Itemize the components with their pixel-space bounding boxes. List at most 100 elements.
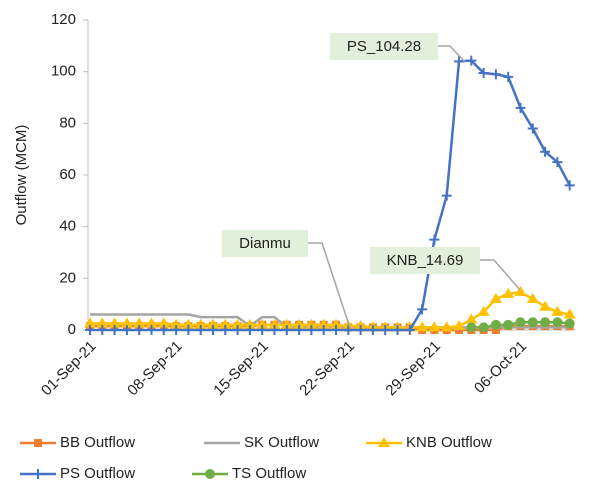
marker <box>182 318 195 329</box>
marker <box>84 317 96 328</box>
marker <box>428 321 441 332</box>
y-tick-label: 100 <box>51 63 76 80</box>
y-tick-label: 40 <box>59 218 76 235</box>
marker <box>564 318 575 329</box>
marker <box>465 313 478 324</box>
marker <box>34 439 42 447</box>
marker <box>208 325 218 335</box>
marker <box>220 325 231 335</box>
x-tick-label: 15-Sep-21 <box>210 338 272 400</box>
legend-label: BB Outflow <box>60 434 135 451</box>
marker <box>477 305 490 316</box>
annotation: KNB_14.69 <box>387 252 464 269</box>
marker <box>478 67 489 78</box>
marker <box>378 437 390 447</box>
marker <box>503 71 514 82</box>
marker <box>527 317 538 328</box>
marker <box>515 102 526 113</box>
marker <box>367 325 378 335</box>
marker <box>171 325 182 335</box>
marker <box>257 325 268 335</box>
marker <box>417 304 428 315</box>
marker <box>466 55 477 66</box>
y-tick-label: 60 <box>59 166 76 183</box>
x-tick-label: 08-Sep-21 <box>124 338 186 400</box>
marker <box>489 293 502 303</box>
marker <box>268 318 281 329</box>
marker <box>564 180 575 191</box>
legend-item: BB Outflow <box>20 434 135 451</box>
marker <box>440 321 453 332</box>
annotation-box <box>330 33 438 60</box>
legend-item: KNB Outflow <box>366 434 492 451</box>
marker <box>416 321 429 332</box>
marker <box>183 325 194 335</box>
marker <box>146 325 157 335</box>
marker <box>219 318 232 329</box>
marker <box>243 318 256 329</box>
annotation-leader <box>480 259 521 291</box>
marker <box>429 234 440 245</box>
marker <box>244 325 255 335</box>
marker <box>305 318 318 329</box>
marker <box>96 317 109 328</box>
marker <box>133 317 146 328</box>
marker <box>453 320 465 331</box>
marker <box>158 325 169 335</box>
legend-item: SK Outflow <box>204 434 319 451</box>
marker <box>121 325 132 335</box>
marker <box>540 317 551 328</box>
annotation-box <box>370 247 480 274</box>
marker <box>205 469 215 479</box>
marker <box>551 305 564 316</box>
series-line <box>90 59 571 332</box>
marker <box>478 322 489 333</box>
marker <box>563 308 576 319</box>
marker <box>503 319 514 330</box>
y-tick-label: 120 <box>51 11 76 28</box>
marker <box>490 319 501 330</box>
y-tick-label: 80 <box>59 114 76 131</box>
legend-label: TS Outflow <box>232 465 306 482</box>
annotation: Dianmu <box>239 235 291 252</box>
marker <box>527 123 538 134</box>
legend-item: TS Outflow <box>192 465 306 482</box>
marker <box>514 286 527 297</box>
marker <box>318 325 329 335</box>
marker <box>231 318 244 329</box>
marker <box>330 318 342 329</box>
series-line <box>90 290 570 329</box>
marker <box>97 325 108 335</box>
marker <box>317 318 330 329</box>
marker <box>109 325 120 335</box>
y-tick-label: 20 <box>59 269 76 286</box>
marker <box>195 325 206 335</box>
marker <box>441 190 452 201</box>
marker <box>269 325 280 335</box>
marker <box>540 146 551 157</box>
marker <box>539 300 552 311</box>
y-axis-label: Outflow (MCM) <box>13 125 30 226</box>
marker <box>281 325 292 335</box>
marker <box>331 325 341 335</box>
y-tick-label: 0 <box>68 321 76 338</box>
x-tick-label: 22-Sep-21 <box>296 338 358 400</box>
marker <box>552 157 563 168</box>
marker <box>232 325 243 335</box>
marker <box>306 325 317 335</box>
marker <box>392 325 403 335</box>
marker <box>293 318 306 329</box>
marker <box>502 287 515 298</box>
marker <box>280 318 293 329</box>
annotation-leader <box>308 242 351 329</box>
annotation: PS_104.28 <box>347 38 421 55</box>
x-tick-label: 01-Sep-21 <box>38 338 100 400</box>
marker <box>134 325 145 335</box>
marker <box>343 325 354 335</box>
marker <box>454 56 464 67</box>
x-tick-label: 06-Oct-21 <box>471 338 530 397</box>
marker <box>194 318 207 329</box>
legend-label: SK Outflow <box>244 434 319 451</box>
x-tick-label: 29-Sep-21 <box>382 338 444 400</box>
